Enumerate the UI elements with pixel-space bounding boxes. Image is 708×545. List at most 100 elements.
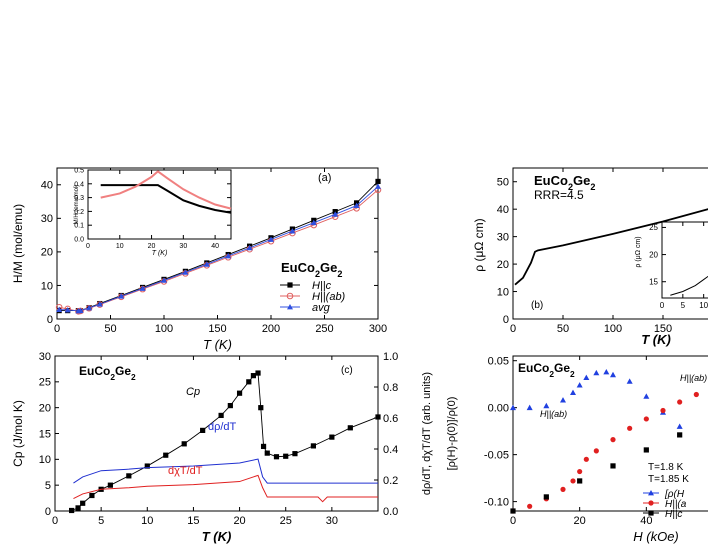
d-series-0-point xyxy=(603,368,610,375)
a-series-0-point xyxy=(375,178,381,185)
c-y-tick-label: 5 xyxy=(45,480,51,492)
d-series-0-point xyxy=(510,404,516,411)
a-inset-y-tick-label: 0.5 xyxy=(74,167,84,174)
b-y-tick-label: 30 xyxy=(497,231,509,243)
d-series-0-point xyxy=(643,393,650,399)
d-annotation-t2: T=1.85 K xyxy=(648,474,689,485)
b-y-tick-label: 0 xyxy=(503,314,509,326)
a-legend-marker xyxy=(286,292,294,300)
b-y-tick-label: 20 xyxy=(497,259,509,271)
b-x-axis-label: T (K) xyxy=(641,332,671,347)
c-y-right-tick-label: 0.2 xyxy=(383,475,398,487)
d-series-0-point xyxy=(593,369,600,376)
d-x-tick-label: 20 xyxy=(574,515,586,527)
c-cp-label: Cp xyxy=(186,386,200,398)
a-inset-series-0 xyxy=(100,184,232,214)
a-series-2-point xyxy=(246,244,253,251)
b-inset-x-tick-label: 5 xyxy=(681,301,686,310)
d-series-2-point xyxy=(677,432,683,438)
a-inset-y-tick-label: 0.0 xyxy=(74,236,84,243)
c-series-0-line xyxy=(71,372,379,511)
c-series-1 xyxy=(73,458,378,484)
c-y-tick-label: 30 xyxy=(39,351,51,363)
c-series-0-point xyxy=(69,507,75,514)
c-series-0-point xyxy=(227,403,233,409)
c-y-tick-label: 10 xyxy=(39,454,51,466)
c-x-tick-label: 5 xyxy=(98,515,104,527)
d-legend-entry: H||(a xyxy=(665,499,687,510)
d-legend-entry: H||c xyxy=(665,509,682,520)
a-series-2-point xyxy=(64,306,71,313)
a-inset-y-label: M/H (emu/mol) xyxy=(74,185,80,225)
a-legend-entry: H||(ab) xyxy=(312,291,346,303)
d-y-tick-label: -0.05 xyxy=(484,449,509,461)
d-series-1-point xyxy=(560,486,566,492)
c-series-0-point xyxy=(255,370,261,376)
b-inset-x-tick-label: 10 xyxy=(699,301,708,310)
a-inset-x-tick-label: 30 xyxy=(179,243,187,250)
c-drho-label: dρ/dT xyxy=(208,421,237,433)
a-panel-label: (a) xyxy=(318,172,331,184)
a-x-tick-label: 0 xyxy=(54,323,60,335)
d-series-1-point xyxy=(627,425,633,431)
a-series-2-point xyxy=(96,301,103,307)
d-series-1-point xyxy=(527,503,533,509)
d-legend-marker xyxy=(648,500,654,506)
b-inset-bg xyxy=(662,222,708,298)
c-series-0-point xyxy=(347,425,353,431)
c-y-right-tick-label: 0.6 xyxy=(383,413,398,425)
a-series-2-point xyxy=(310,219,317,226)
a-series-2-point xyxy=(56,306,63,313)
c-series-0-point xyxy=(236,390,243,396)
c-series-0-point xyxy=(329,434,335,440)
a-inset-y-tick-label: 0.1 xyxy=(74,223,84,230)
c-panel-label: (c) xyxy=(341,365,353,376)
c-y-right-tick-label: 0.4 xyxy=(383,444,398,456)
b-inset-plot-frame xyxy=(661,221,708,299)
b-inset-y-tick-label: 25 xyxy=(649,223,658,232)
c-series-0-point xyxy=(264,450,270,456)
a-series-2-point xyxy=(86,304,93,311)
c-series-0-point xyxy=(310,443,316,449)
c-x-tick-label: 25 xyxy=(280,515,292,527)
c-series-0-point xyxy=(75,505,81,511)
c-x-axis-label: T (K) xyxy=(202,529,232,544)
d-series-1-point xyxy=(643,416,649,422)
b-x-tick-label: 150 xyxy=(654,323,672,335)
b-x-tick-label: 100 xyxy=(604,323,622,335)
c-series-0-point xyxy=(260,443,267,450)
c-series-0-point xyxy=(273,454,280,460)
d-legend-entry: [ρ(H xyxy=(664,489,685,500)
b-inset-series-0 xyxy=(670,275,708,296)
d-x-tick-label: 40 xyxy=(640,515,652,527)
d-series-2-point xyxy=(610,463,616,469)
a-series-2-point xyxy=(118,293,125,299)
a-inset-x-tick-label: 0 xyxy=(86,243,90,250)
a-inset-y-tick-label: 0.3 xyxy=(74,195,84,202)
c-x-tick-label: 10 xyxy=(141,515,153,527)
d-series-1-point xyxy=(693,391,699,398)
b-y-tick-label: 50 xyxy=(497,177,509,189)
a-series-2-point xyxy=(161,277,167,283)
d-x-tick-label: 0 xyxy=(510,515,516,527)
a-y-tick-label: 30 xyxy=(41,213,53,225)
d-plot-frame xyxy=(512,355,708,512)
d-series-0-point xyxy=(560,397,566,403)
a-inset-series-1 xyxy=(100,170,232,210)
b-x-tick-label: 50 xyxy=(557,323,569,335)
b-inset-y-tick-label: 15 xyxy=(649,278,658,287)
d-series-1-point xyxy=(660,407,666,414)
d-series-2-point xyxy=(577,478,583,484)
d-series-1-point xyxy=(610,437,616,443)
d-series-0-point xyxy=(583,374,590,381)
c-y-right-tick-label: 0.0 xyxy=(383,506,398,518)
d-series-1-point xyxy=(570,478,576,484)
c-series-0-point xyxy=(283,453,289,459)
c-y-axis-label: Cp (J/mol K) xyxy=(11,400,25,467)
c-x-tick-label: 20 xyxy=(233,515,245,527)
a-inset-x-tick-label: 40 xyxy=(211,243,219,250)
d-series-1-point xyxy=(593,448,599,454)
c-y-right-axis-label: dρ/dT, dχT/dT (arb. units) xyxy=(421,372,433,495)
b-compound-label: EuCo2Ge2 xyxy=(534,173,595,192)
